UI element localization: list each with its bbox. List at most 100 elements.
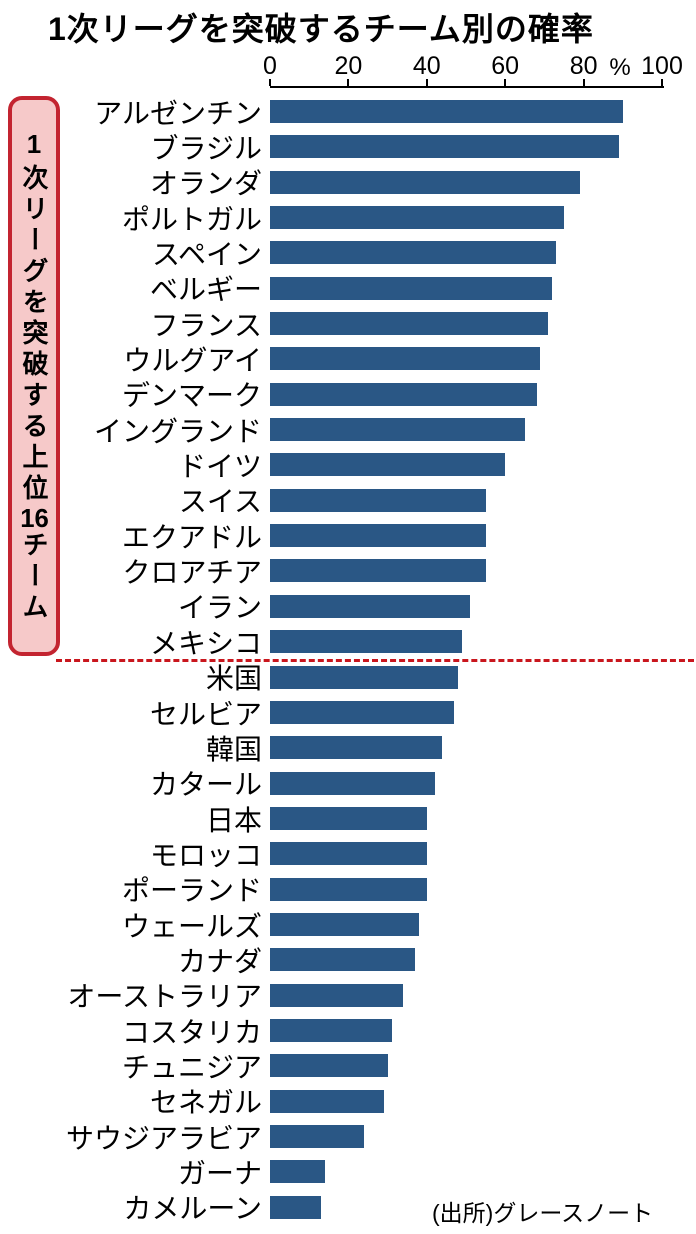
axis-tick-label: 20	[334, 52, 363, 80]
top16-label-number: 16	[20, 504, 49, 531]
team-label: スペイン	[151, 239, 262, 271]
team-label: カメルーン	[123, 1193, 262, 1225]
top16-label-box: 1次リーグを突破する上位16チーム	[8, 96, 60, 656]
bar-row: セネガル	[0, 1084, 696, 1119]
bar-row: スペイン	[0, 235, 696, 270]
bar-row: アルゼンチン	[0, 94, 696, 129]
bar	[270, 1054, 388, 1078]
bar	[270, 665, 459, 689]
bar-row: ベルギー	[0, 271, 696, 306]
axis-tick-label: 40	[412, 52, 441, 80]
axis-tick-label: 100	[641, 52, 683, 80]
bar-row: カメルーン	[0, 1190, 696, 1225]
team-label: アルゼンチン	[94, 97, 262, 129]
bar	[270, 418, 525, 442]
team-label: クロアチア	[122, 557, 262, 589]
team-label: ポーランド	[121, 875, 262, 907]
team-label: 日本	[205, 804, 262, 836]
axis-tick-mark	[269, 79, 271, 86]
bar	[270, 453, 506, 477]
team-label: ドイツ	[177, 451, 262, 483]
bar-row: イラン	[0, 589, 696, 624]
team-label: オーストラリア	[67, 981, 262, 1013]
bar	[270, 170, 580, 194]
chart-title: 1次リーグを突破するチーム別の確率	[48, 11, 594, 47]
axis-tick-mark	[582, 79, 585, 86]
bar	[270, 347, 541, 371]
team-label: ポルトガル	[121, 203, 262, 235]
bar-row: エクアドル	[0, 518, 696, 553]
bar	[270, 912, 419, 936]
bar-row: クロアチア	[0, 553, 696, 588]
bar-row: ウルグアイ	[0, 341, 696, 376]
bar-row: サウジアラビア	[0, 1119, 696, 1154]
team-label: モロッコ	[149, 839, 262, 871]
bar-row: 韓国	[0, 730, 696, 765]
bar-row: コスタリカ	[0, 1013, 696, 1048]
bar-row: ガーナ	[0, 1154, 696, 1189]
bar	[270, 312, 549, 336]
team-label: スイス	[178, 486, 262, 518]
bar-row: モロッコ	[0, 836, 696, 871]
team-label: コスタリカ	[121, 1016, 262, 1048]
team-label: 米国	[205, 663, 262, 695]
axis-tick-mark	[425, 79, 428, 86]
team-label: サウジアラビア	[65, 1122, 262, 1154]
bar	[270, 700, 455, 724]
axis-tick-mark	[504, 79, 507, 86]
team-label: ブラジル	[150, 133, 262, 165]
bar	[270, 806, 427, 830]
bar	[270, 948, 416, 972]
team-label: フランス	[150, 309, 262, 341]
bar-row: ポーランド	[0, 872, 696, 907]
bar-row: チュニジア	[0, 1048, 696, 1083]
bar-row: ブラジル	[0, 129, 696, 164]
bar	[270, 276, 553, 300]
bar	[270, 100, 623, 123]
top16-label-text: 1次リーグを突破する上位16チーム	[19, 128, 49, 624]
bar-row: デンマーク	[0, 377, 696, 412]
bar-row: セルビア	[0, 695, 696, 730]
x-axis-line	[270, 86, 664, 88]
team-label: イラン	[177, 592, 262, 624]
bar-row: 日本	[0, 801, 696, 836]
team-label: デンマーク	[121, 380, 262, 412]
top16-label-prefix: 1次リーグを突破する上位	[19, 128, 49, 505]
bar-row: ポルトガル	[0, 200, 696, 235]
axis-tick-mark	[661, 79, 663, 86]
team-label: カナダ	[177, 945, 262, 977]
bar-row: 米国	[0, 660, 696, 695]
axis-tick-mark	[347, 79, 350, 86]
bar	[270, 771, 435, 795]
bar-row: オランダ	[0, 165, 696, 200]
bar	[270, 736, 443, 760]
bar	[270, 842, 427, 866]
bar	[270, 594, 470, 618]
team-label: イングランド	[93, 415, 262, 447]
axis-unit-label: %	[609, 54, 631, 81]
bar	[270, 488, 486, 512]
team-label: セネガル	[149, 1087, 262, 1119]
source-note: (出所)グレースノート	[432, 1200, 654, 1226]
bar-row: カタール	[0, 766, 696, 801]
team-label: オランダ	[149, 168, 262, 200]
bar	[270, 559, 486, 583]
team-label: セルビア	[149, 698, 262, 730]
bar	[270, 1195, 321, 1219]
bar	[270, 1124, 365, 1148]
bar	[270, 877, 427, 901]
bar	[270, 630, 463, 654]
team-label: カタール	[149, 769, 262, 801]
bar-row: ドイツ	[0, 447, 696, 482]
axis-tick-label: 80	[569, 52, 598, 80]
team-label: エクアドル	[121, 521, 262, 553]
axis-tick-label: 60	[491, 52, 520, 80]
top16-divider-line	[56, 659, 694, 662]
bar	[270, 1018, 392, 1042]
bar-row: オーストラリア	[0, 978, 696, 1013]
bar-row: カナダ	[0, 942, 696, 977]
bar	[270, 206, 564, 230]
team-label: ベルギー	[149, 274, 262, 306]
team-label: ガーナ	[177, 1157, 262, 1189]
